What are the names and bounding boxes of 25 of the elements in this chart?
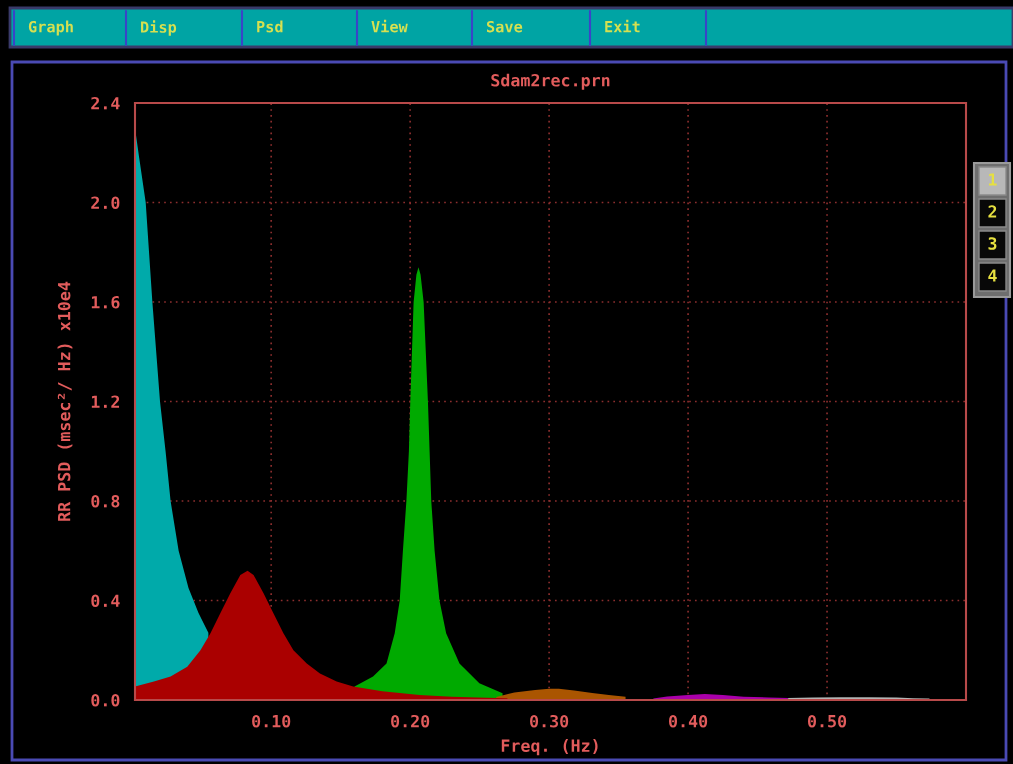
text: 4 [988,269,997,282]
text: 1 [989,173,997,186]
x-tick-label: 0.30 [530,714,569,728]
y-tick-label: 1.6 [91,295,120,309]
text: Psd [257,20,283,33]
y-axis-title: RR PSD (msec²/ Hz) x10e4 [57,281,73,521]
text: Graph [28,20,73,36]
text: 3 [988,237,997,250]
x-tick-label: 0.20 [391,714,430,728]
text: 2 [988,205,997,218]
y-tick-label: 2.4 [91,96,120,110]
x-tick-label: 0.10 [252,714,291,728]
y-tick-label: 2.0 [91,196,120,210]
text: Exit [605,19,640,33]
x-axis-title: Freq. (Hz) [501,739,598,756]
chart-title: Sdam2rec.prn [491,73,610,90]
x-tick-label: 0.40 [669,714,708,728]
text: View [371,19,408,33]
y-tick-label: 0.0 [91,693,120,707]
text: Save [486,20,523,33]
text: Disp [141,20,177,36]
y-tick-label: 0.4 [91,594,120,608]
y-tick-label: 0.8 [91,494,120,508]
y-tick-label: 1.2 [91,395,120,408]
x-tick-label: 0.50 [807,714,847,728]
